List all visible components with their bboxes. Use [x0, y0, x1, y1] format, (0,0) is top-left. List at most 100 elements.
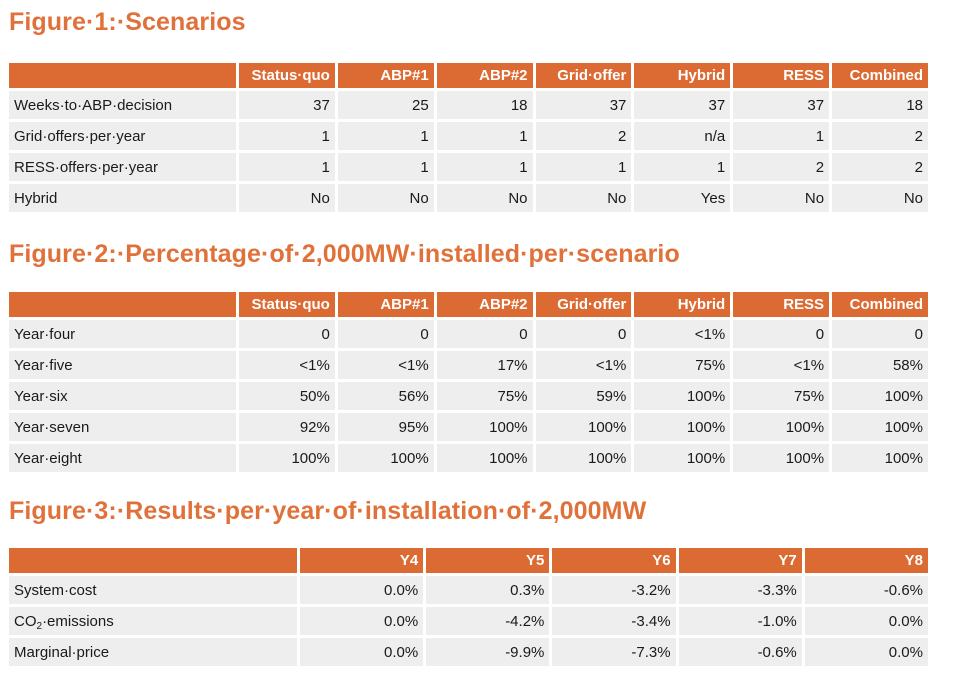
table-cell: 0.0%	[300, 638, 424, 666]
table-row: RESS·offers·per·year 1 1 1 1 1 2 2	[9, 153, 928, 181]
row-label: Hybrid	[9, 184, 236, 212]
table-cell: <1%	[337, 351, 434, 379]
row-label: Year·four	[9, 320, 236, 348]
table-cell: -3.2%	[552, 576, 676, 604]
table-cell: 100%	[733, 444, 830, 472]
header-cell: Y8	[804, 548, 928, 573]
row-label-subscript: 2	[36, 620, 43, 632]
row-label-text: Year·four	[14, 325, 76, 343]
table-cell: -1.0%	[678, 607, 802, 635]
table-cell: -3.3%	[678, 576, 802, 604]
row-label-text: Weeks·to·ABP·decision	[14, 96, 173, 114]
table-cell: n/a	[634, 122, 731, 150]
table-cell: 2	[832, 153, 928, 181]
row-label-text: Year·eight	[14, 449, 82, 467]
table-cell: 37	[239, 91, 335, 119]
table-cell: 95%	[337, 413, 434, 441]
table-cell: 0	[535, 320, 632, 348]
table-cell: 17%	[436, 351, 533, 379]
table-cell: 92%	[239, 413, 335, 441]
table-row: Grid·offers·per·year 1 1 1 2 n/a 1 2	[9, 122, 928, 150]
header-cell: Status·quo	[239, 63, 335, 88]
table-cell: 0.0%	[300, 607, 424, 635]
table-cell: 0	[436, 320, 533, 348]
row-label-text: RESS·offers·per·year	[14, 158, 158, 176]
table-cell: 1	[337, 153, 434, 181]
row-label-suffix: ·emissions	[42, 612, 114, 630]
table-header-row: Y4 Y5 Y6 Y7 Y8	[9, 548, 928, 573]
table-cell: 100%	[832, 413, 928, 441]
table-cell: 0	[337, 320, 434, 348]
table-cell: 0.0%	[804, 638, 928, 666]
table-cell: 100%	[634, 444, 731, 472]
table-row: Year·eight 100% 100% 100% 100% 100% 100% 100%	[9, 444, 928, 472]
table-cell: -3.4%	[552, 607, 676, 635]
table-cell: 75%	[436, 382, 533, 410]
row-label-text: CO	[14, 612, 37, 630]
header-cell: Y6	[552, 548, 676, 573]
table-cell: -7.3%	[552, 638, 676, 666]
row-label: CO2·emissions	[9, 607, 297, 635]
table-cell: 100%	[832, 382, 928, 410]
row-label-text: Year·seven	[14, 418, 90, 436]
row-label: RESS·offers·per·year	[9, 153, 236, 181]
header-blank	[9, 548, 297, 573]
table-cell: 100%	[733, 413, 830, 441]
table-row: Hybrid No No No No Yes No No	[9, 184, 928, 212]
table-cell: 100%	[535, 413, 632, 441]
percentage-installed-table: Status·quo ABP#1 ABP#2 Grid·offer Hybrid…	[6, 289, 931, 475]
table-cell: 59%	[535, 382, 632, 410]
table-row: Year·six 50% 56% 75% 59% 100% 75% 100%	[9, 382, 928, 410]
table-cell: -4.2%	[426, 607, 550, 635]
table-cell: 0.0%	[300, 576, 424, 604]
table-cell: 100%	[436, 413, 533, 441]
table-row: CO2·emissions 0.0% -4.2% -3.4% -1.0% 0.0%	[9, 607, 928, 635]
table-cell: -9.9%	[426, 638, 550, 666]
row-label: Year·seven	[9, 413, 236, 441]
table-cell: 56%	[337, 382, 434, 410]
table-cell: <1%	[733, 351, 830, 379]
table-cell: No	[239, 184, 335, 212]
row-label: Marginal·price	[9, 638, 297, 666]
table-cell: 37	[733, 91, 830, 119]
table-cell: No	[733, 184, 830, 212]
table-cell: <1%	[634, 320, 731, 348]
table-cell: 25	[337, 91, 434, 119]
table-row: Marginal·price 0.0% -9.9% -7.3% -0.6% 0.0%	[9, 638, 928, 666]
table-cell: 100%	[436, 444, 533, 472]
table-cell: 100%	[239, 444, 335, 472]
table-cell: 100%	[337, 444, 434, 472]
header-cell: Y4	[300, 548, 424, 573]
row-label-text: Grid·offers·per·year	[14, 127, 146, 145]
table-cell: <1%	[239, 351, 335, 379]
table-cell: 0	[239, 320, 335, 348]
table-cell: 0.3%	[426, 576, 550, 604]
table-cell: 1	[239, 122, 335, 150]
table-cell: 2	[832, 122, 928, 150]
table-cell: 1	[733, 122, 830, 150]
table-cell: 75%	[634, 351, 731, 379]
table-cell: 18	[832, 91, 928, 119]
table-cell: No	[337, 184, 434, 212]
figure-1-title: Figure·1:·Scenarios	[9, 8, 246, 36]
table-cell: 50%	[239, 382, 335, 410]
scenarios-table: Status·quo ABP#1 ABP#2 Grid·offer Hybrid…	[6, 60, 931, 215]
header-blank	[9, 63, 236, 88]
table-cell: 1	[337, 122, 434, 150]
row-label: Year·eight	[9, 444, 236, 472]
table-cell: 18	[436, 91, 533, 119]
row-label-text: Year·six	[14, 387, 68, 405]
header-cell: Combined	[832, 63, 928, 88]
table-cell: No	[535, 184, 632, 212]
header-cell: ABP#1	[337, 63, 434, 88]
row-label: System·cost	[9, 576, 297, 604]
table-cell: 100%	[634, 413, 731, 441]
row-label: Year·six	[9, 382, 236, 410]
table-cell: <1%	[535, 351, 632, 379]
table-row: Year·seven 92% 95% 100% 100% 100% 100% 100%	[9, 413, 928, 441]
table-header-row: Status·quo ABP#1 ABP#2 Grid·offer Hybrid…	[9, 292, 928, 317]
table-cell: -0.6%	[804, 576, 928, 604]
table-row: Year·five <1% <1% 17% <1% 75% <1% 58%	[9, 351, 928, 379]
row-label: Year·five	[9, 351, 236, 379]
row-label: Weeks·to·ABP·decision	[9, 91, 236, 119]
